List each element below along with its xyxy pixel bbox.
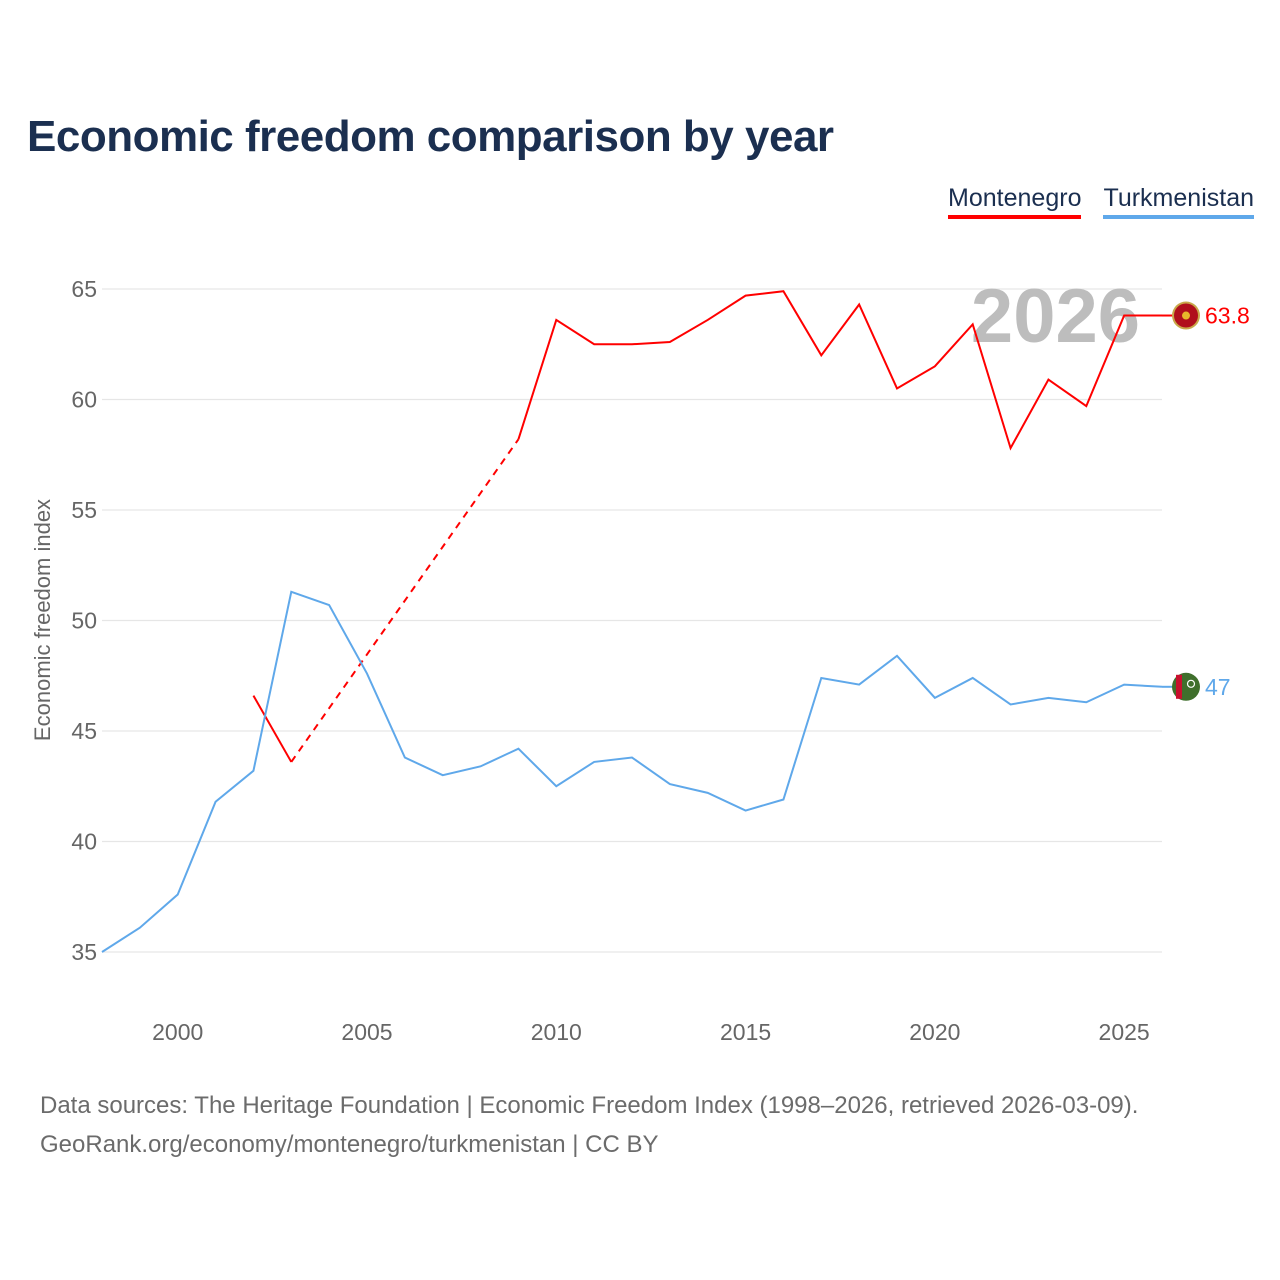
y-tick-label: 40 [71, 829, 97, 855]
y-tick-label: 60 [71, 387, 97, 413]
source-link[interactable]: GeoRank.org/economy/montenegro/turkmenis… [40, 1131, 659, 1158]
y-tick-label: 45 [71, 718, 97, 744]
gap-connector [290, 438, 520, 763]
end-value-label: 63.8 [1205, 303, 1250, 329]
x-tick-label: 2000 [152, 1019, 203, 1045]
y-tick-label: 35 [71, 939, 97, 965]
y-tick-label: 55 [71, 497, 97, 523]
legend-montenegro[interactable]: Montenegro [948, 184, 1082, 219]
turkmenistan-flag-crescent [1186, 679, 1196, 688]
y-axis-label: Economic freedom index [30, 499, 55, 741]
montenegro-flag-emblem [1182, 311, 1190, 320]
x-tick-label: 2005 [341, 1019, 392, 1045]
x-tick-label: 2025 [1099, 1019, 1150, 1045]
x-tick-label: 2020 [909, 1019, 960, 1045]
end-value-label: 47 [1205, 674, 1231, 700]
turkmenistan-flag-stripe [1176, 674, 1182, 699]
y-tick-label: 65 [71, 276, 97, 302]
series-line-montenegro [252, 695, 293, 763]
series-line-montenegro [517, 290, 1162, 451]
x-tick-label: 2015 [720, 1019, 771, 1045]
y-tick-label: 50 [71, 608, 97, 634]
x-tick-label: 2010 [531, 1019, 582, 1045]
series-line-turkmenistan [101, 590, 1163, 953]
legend-turkmenistan[interactable]: Turkmenistan [1103, 184, 1254, 219]
legend: Montenegro Turkmenistan [948, 184, 1254, 219]
footer: Data sources: The Heritage Foundation | … [40, 1086, 1138, 1164]
chart-title: Economic freedom comparison by year [27, 112, 834, 161]
year-watermark: 2026 [971, 274, 1140, 359]
data-source: Data sources: The Heritage Foundation | … [40, 1092, 1139, 1119]
